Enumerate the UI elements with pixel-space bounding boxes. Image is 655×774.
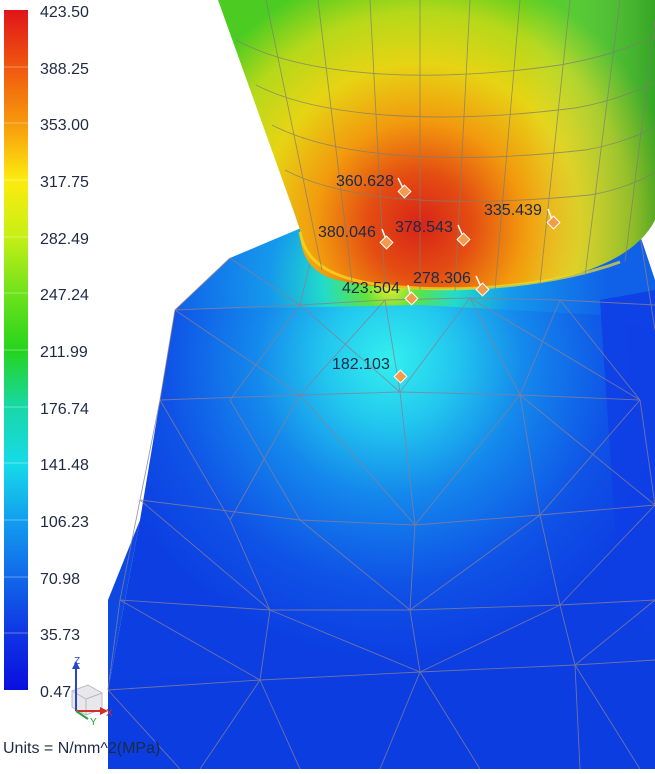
block-lower-left bbox=[108, 520, 140, 690]
legend-label: 106.23 bbox=[40, 514, 89, 531]
block-mesh bbox=[107, 219, 655, 770]
block-right-dark bbox=[600, 290, 655, 640]
legend-label: 353.00 bbox=[40, 117, 89, 134]
legend-ticks bbox=[4, 66, 28, 634]
units-label: Units = N/mm^2(MPa) bbox=[3, 740, 161, 757]
probe-markers bbox=[379, 177, 561, 384]
legend-label: 176.74 bbox=[40, 401, 89, 418]
legend-label: 317.75 bbox=[40, 174, 89, 191]
legend-label: 211.99 bbox=[40, 344, 88, 361]
legend-label: 423.50 bbox=[40, 4, 89, 21]
legend-label: 388.25 bbox=[40, 61, 89, 78]
probe-label-p3[interactable]: 378.543 bbox=[395, 219, 453, 236]
probe-marker-p5 bbox=[404, 284, 419, 306]
x-axis-label: X bbox=[106, 708, 113, 719]
probe-label-p7[interactable]: 182.103 bbox=[332, 356, 390, 373]
y-axis-icon bbox=[75, 710, 89, 720]
cylinder-bottom-rim bbox=[298, 231, 621, 291]
probe-label-p1[interactable]: 360.628 bbox=[336, 173, 394, 190]
legend-color-bar bbox=[4, 10, 28, 690]
block-bottom-face bbox=[108, 660, 655, 769]
legend-label: 35.73 bbox=[40, 627, 81, 644]
probe-label-p6[interactable]: 278.306 bbox=[413, 270, 471, 287]
y-axis-label: Y bbox=[90, 717, 97, 725]
z-axis-label: Z bbox=[74, 656, 80, 667]
probe-marker-p6 bbox=[475, 275, 490, 297]
probe-marker-p7 bbox=[393, 369, 408, 384]
probe-label-p2[interactable]: 380.046 bbox=[318, 224, 376, 241]
probe-marker-p3 bbox=[456, 224, 471, 247]
legend-label: 282.49 bbox=[40, 231, 89, 248]
cylinder-mesh bbox=[235, 0, 655, 292]
probe-marker-p1 bbox=[397, 177, 412, 199]
legend-label: 141.48 bbox=[40, 457, 89, 474]
legend-label: 0.47 bbox=[40, 684, 72, 701]
probe-label-p5[interactable]: 423.504 bbox=[342, 280, 400, 297]
legend-label: 247.24 bbox=[40, 287, 89, 304]
probe-label-p4[interactable]: 335.439 bbox=[484, 202, 542, 219]
axis-triad[interactable]: Z X Y bbox=[58, 655, 114, 728]
block-left-face bbox=[108, 300, 655, 769]
legend-label: 70.98 bbox=[40, 571, 81, 588]
probe-marker-p4 bbox=[546, 208, 561, 230]
probe-marker-p2 bbox=[379, 228, 394, 250]
